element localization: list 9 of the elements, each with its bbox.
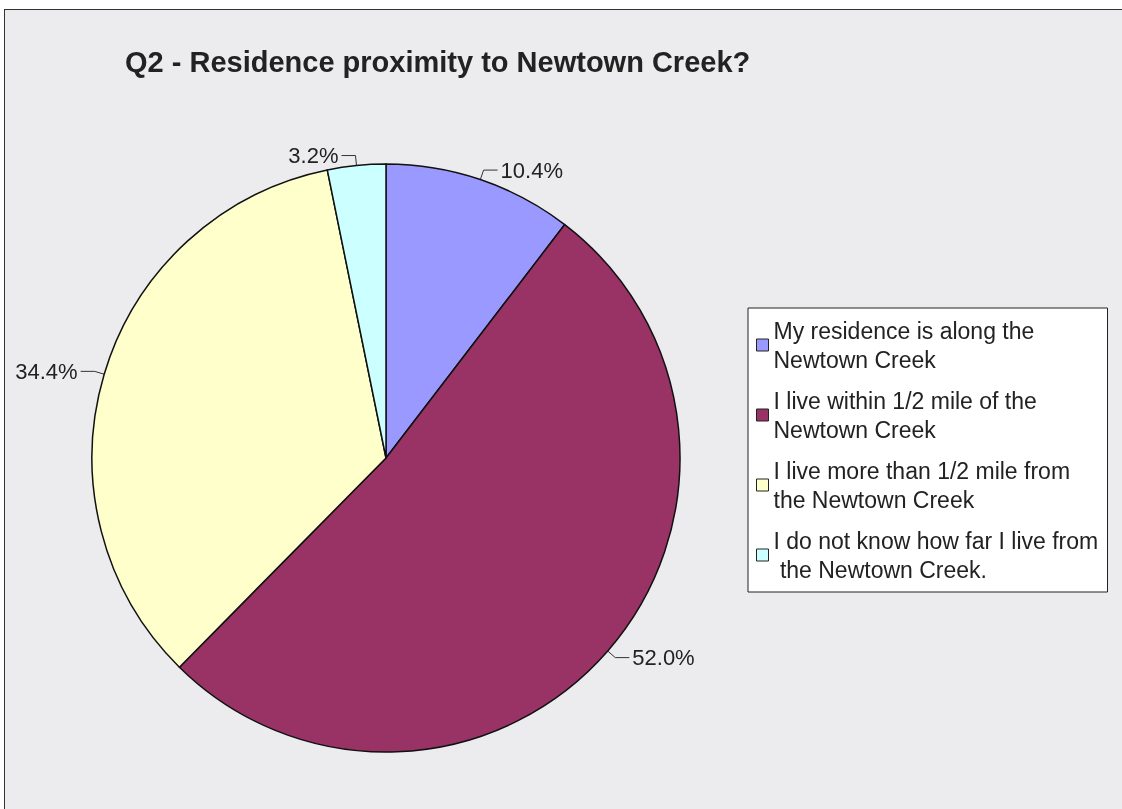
data-label: 34.4% [15,358,78,384]
data-label: 10.4% [500,157,563,183]
legend-label: I live within 1/2 mile of the Newtown Creek [773,387,1044,443]
legend-label: I live more than 1/2 mile from the Newtown Creek [773,457,1077,513]
legend-label: My residence is along the Newtown Creek [773,317,1041,373]
chart-title: Q2 - Residence proximity to Newtown Creek? [125,45,751,78]
data-label: 52.0% [632,645,695,671]
legend-label: I do not know how far I live from the Newtown Creek. [773,527,1099,583]
data-label: 3.2% [288,143,339,169]
